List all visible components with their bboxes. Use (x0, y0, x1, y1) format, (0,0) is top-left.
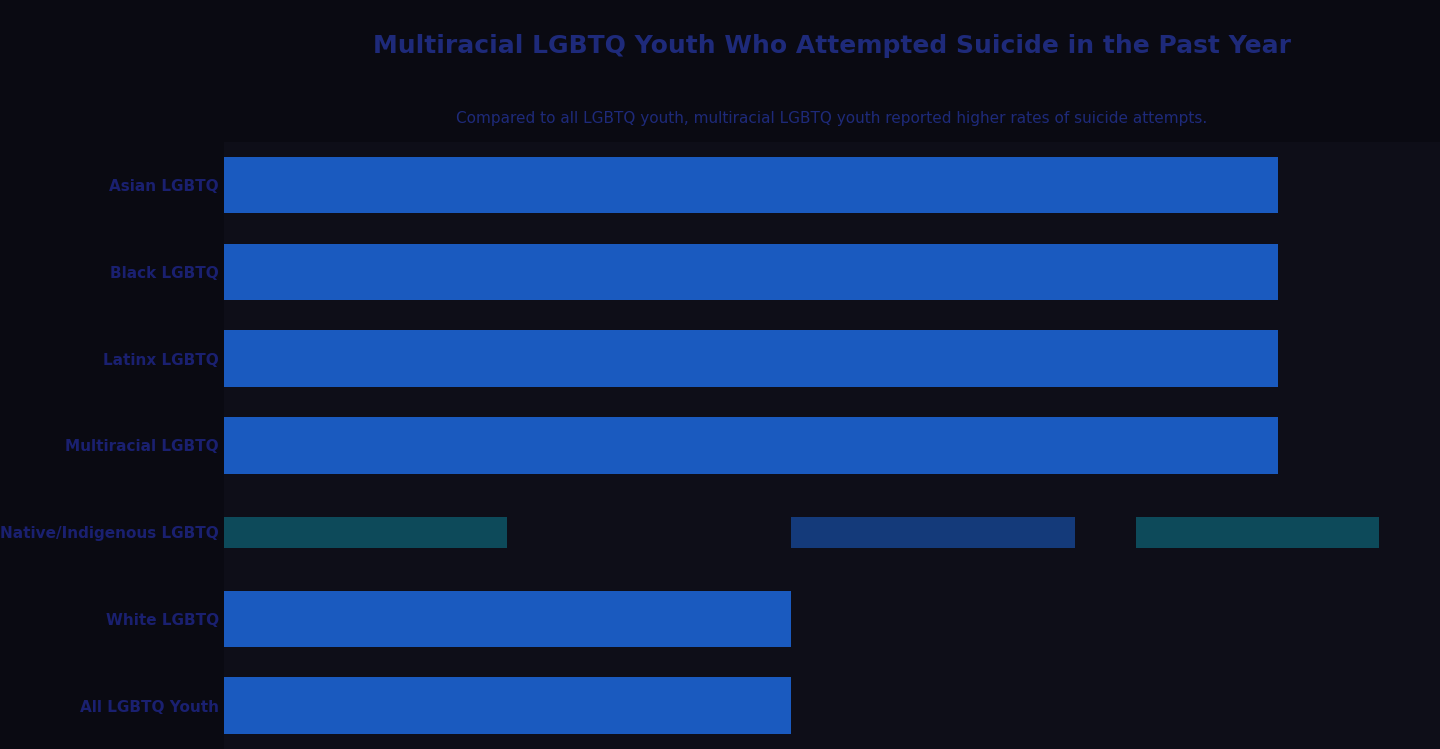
Bar (223, 517, 507, 548)
Bar (223, 677, 791, 734)
Bar (791, 517, 1076, 548)
Bar (223, 330, 1277, 386)
Text: Multiracial LGBTQ Youth Who Attempted Suicide in the Past Year: Multiracial LGBTQ Youth Who Attempted Su… (373, 34, 1290, 58)
Text: Compared to all LGBTQ youth, multiracial LGBTQ youth reported higher rates of su: Compared to all LGBTQ youth, multiracial… (456, 112, 1207, 127)
Bar (223, 157, 1277, 213)
Bar (1136, 517, 1380, 548)
Bar (223, 417, 1277, 473)
Bar (223, 591, 791, 647)
Bar (223, 243, 1277, 300)
